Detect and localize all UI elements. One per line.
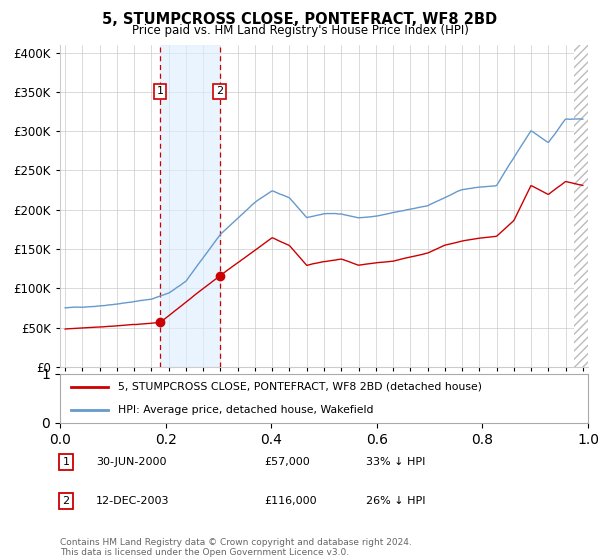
Text: 1: 1 xyxy=(62,457,70,467)
Text: 1: 1 xyxy=(157,86,164,96)
Text: 12-DEC-2003: 12-DEC-2003 xyxy=(96,496,170,506)
Text: 30-JUN-2000: 30-JUN-2000 xyxy=(96,457,167,467)
Bar xyxy=(160,45,220,367)
Text: 33% ↓ HPI: 33% ↓ HPI xyxy=(366,457,425,467)
Text: 26% ↓ HPI: 26% ↓ HPI xyxy=(366,496,425,506)
Text: 2: 2 xyxy=(216,86,223,96)
Text: HPI: Average price, detached house, Wakefield: HPI: Average price, detached house, Wake… xyxy=(118,405,374,416)
Text: Contains HM Land Registry data © Crown copyright and database right 2024.
This d: Contains HM Land Registry data © Crown c… xyxy=(60,538,412,557)
Text: Price paid vs. HM Land Registry's House Price Index (HPI): Price paid vs. HM Land Registry's House … xyxy=(131,24,469,37)
Text: 5, STUMPCROSS CLOSE, PONTEFRACT, WF8 2BD: 5, STUMPCROSS CLOSE, PONTEFRACT, WF8 2BD xyxy=(103,12,497,27)
Text: £57,000: £57,000 xyxy=(264,457,310,467)
Text: 2: 2 xyxy=(62,496,70,506)
Text: 5, STUMPCROSS CLOSE, PONTEFRACT, WF8 2BD (detached house): 5, STUMPCROSS CLOSE, PONTEFRACT, WF8 2BD… xyxy=(118,382,482,392)
Text: £116,000: £116,000 xyxy=(264,496,317,506)
